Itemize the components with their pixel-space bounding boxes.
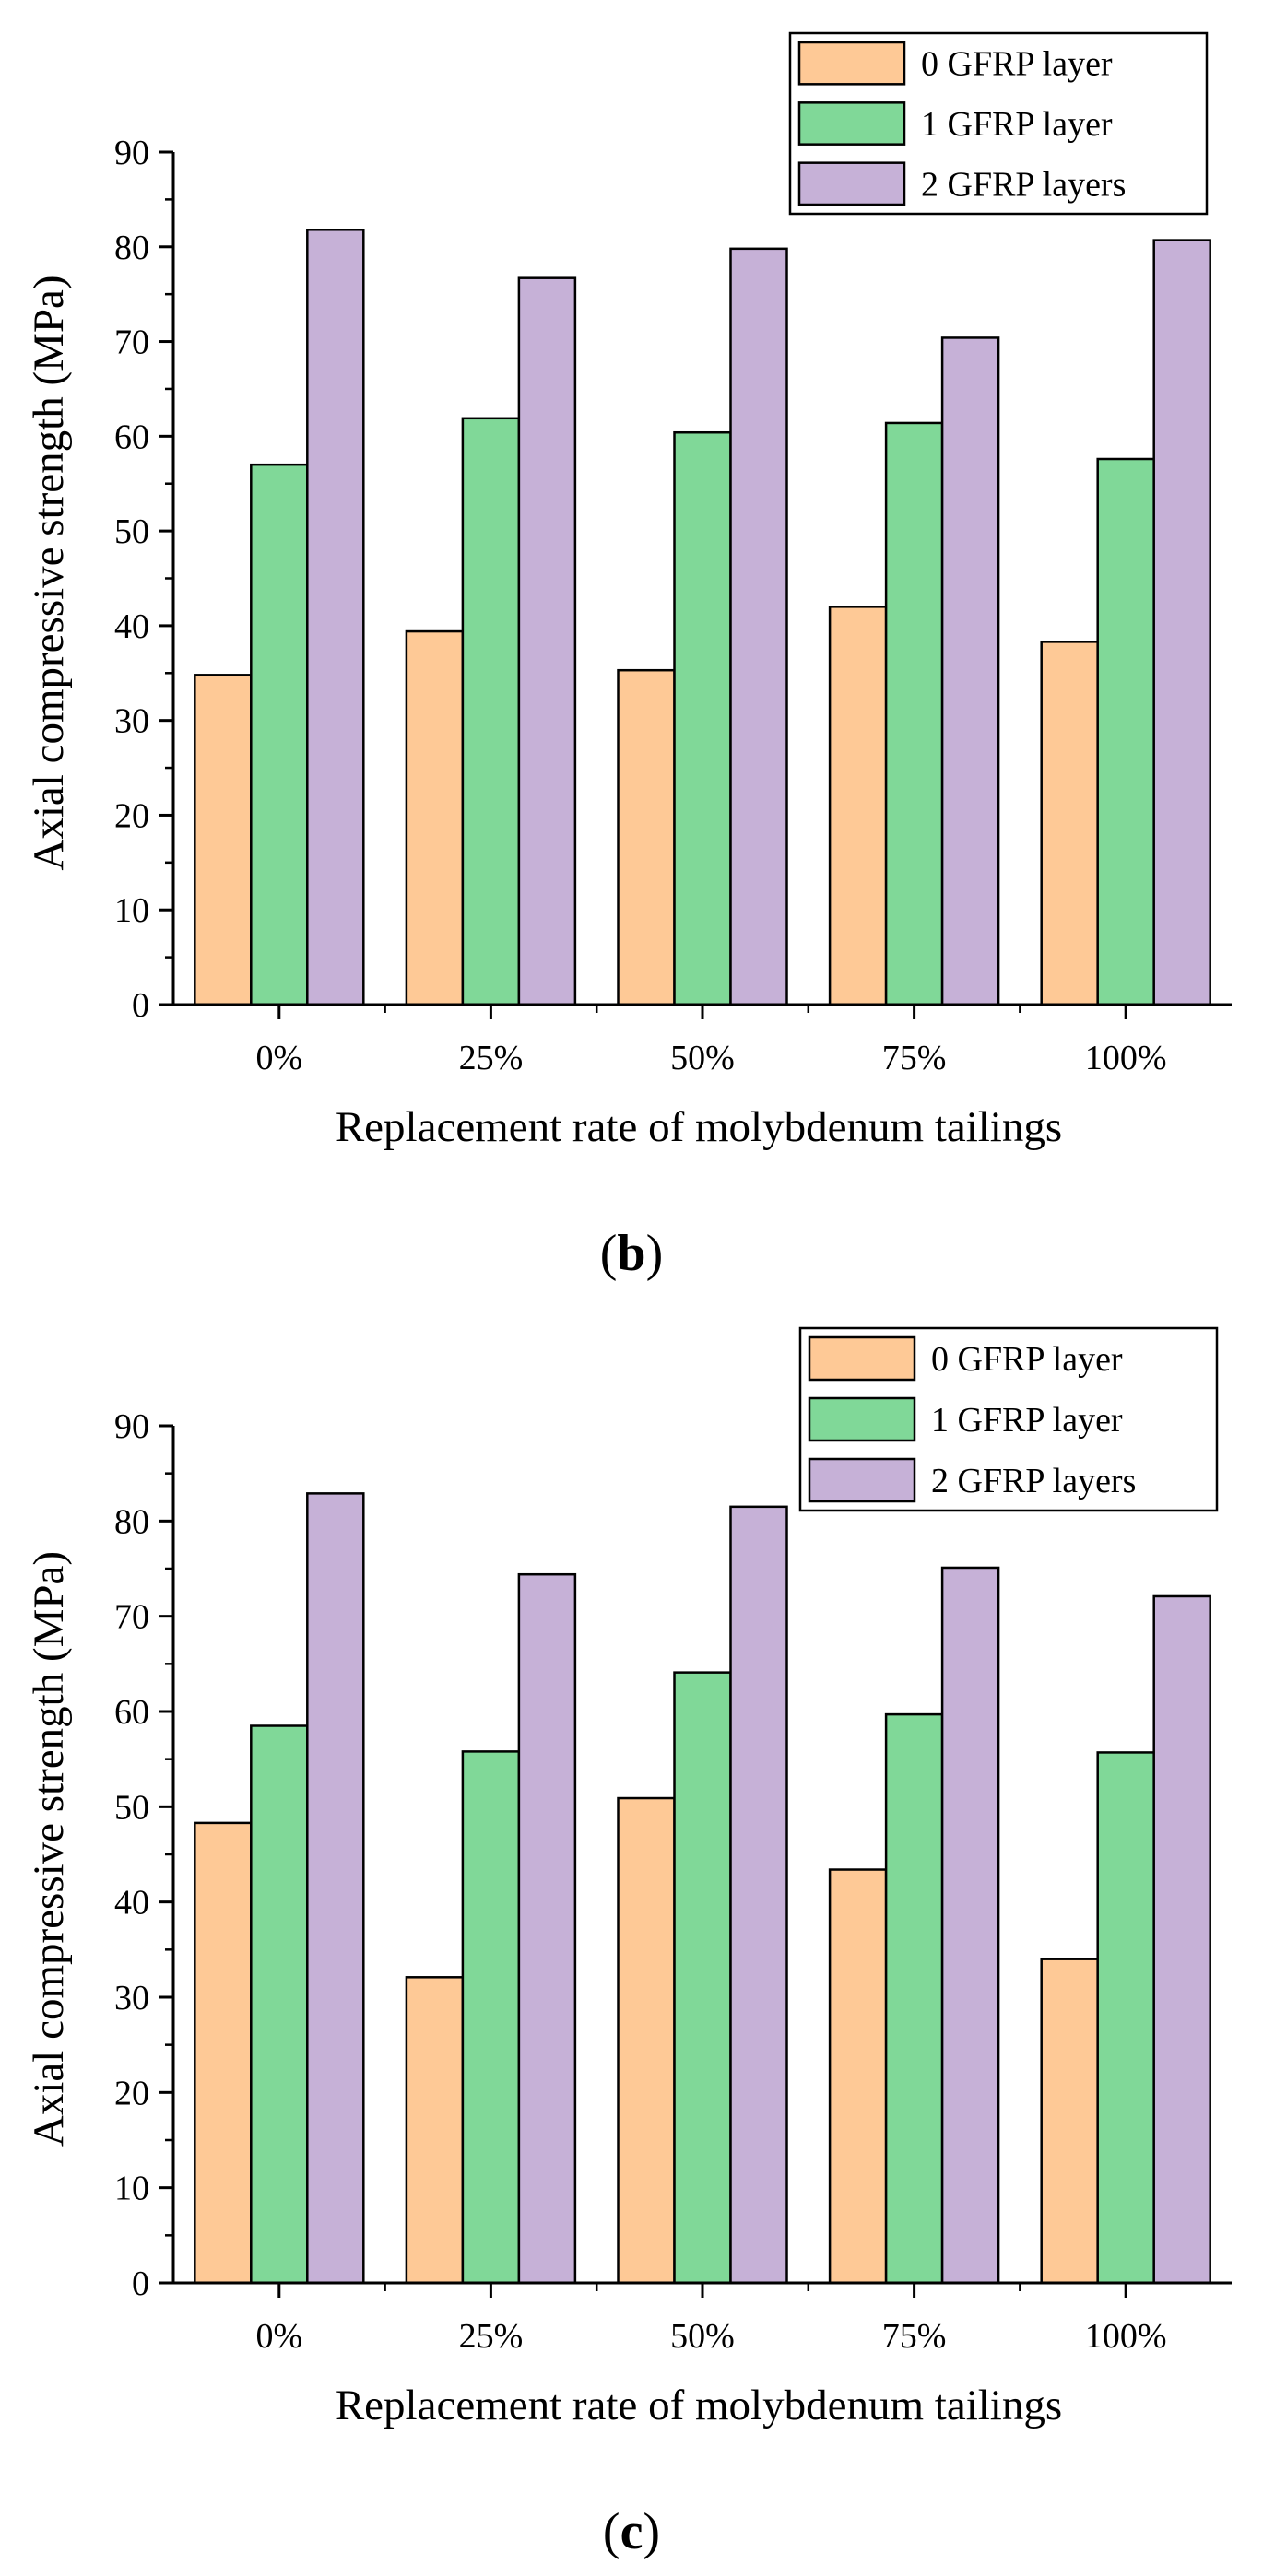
y-tick-label: 20 xyxy=(114,796,149,835)
bar-1-gfrp-layer-25pct xyxy=(461,1750,521,2285)
bar-0-gfrp-layer-100pct xyxy=(1040,641,1099,1006)
x-axis-title: Replacement rate of molybdenum tailings xyxy=(336,2382,1062,2429)
bar-1-gfrp-layer-50pct xyxy=(673,430,732,1006)
bar-1-gfrp-layer-25pct xyxy=(461,417,521,1006)
legend-label-1: 1 GFRP layer xyxy=(931,1401,1123,1440)
bar-0-gfrp-layer-75pct xyxy=(828,606,888,1006)
legend-swatch-1 xyxy=(808,1396,916,1442)
y-tick-label: 80 xyxy=(114,229,149,267)
bar-0-gfrp-layer-50pct xyxy=(617,1796,676,2285)
y-tick-label: 10 xyxy=(114,891,149,930)
bar-1-gfrp-layer-0pct xyxy=(250,1724,309,2285)
bar-1-gfrp-layer-100pct xyxy=(1096,457,1155,1006)
x-tick-label: 25% xyxy=(459,2317,524,2356)
legend-label-2: 2 GFRP layers xyxy=(921,165,1126,204)
legend: 0 GFRP layer 1 GFRP layer 2 GFRP layers xyxy=(798,1326,1219,1512)
chart-panel-c: 0 10 20 30 40 50 60 70 80 90 0% 25% 50% 75% 100% Replac… xyxy=(25,1326,1232,2560)
bar-2-gfrp-layers-50pct xyxy=(729,1505,788,2285)
x-tick-label: 25% xyxy=(459,1039,524,1077)
legend-label-1: 1 GFRP layer xyxy=(921,105,1113,144)
y-tick-label: 60 xyxy=(114,1693,149,1732)
bar-0-gfrp-layer-0pct xyxy=(194,1821,253,2285)
bar-0-gfrp-layer-0pct xyxy=(194,674,253,1006)
bar-1-gfrp-layer-50pct xyxy=(673,1671,732,2285)
legend-swatch-1 xyxy=(797,101,906,146)
legend: 0 GFRP layer 1 GFRP layer 2 GFRP layers xyxy=(788,31,1209,216)
y-tick-label: 0 xyxy=(132,986,149,1025)
bar-1-gfrp-layer-75pct xyxy=(884,421,944,1006)
bar-1-gfrp-layer-75pct xyxy=(884,1712,944,2285)
bar-2-gfrp-layers-25pct xyxy=(517,276,577,1006)
x-tick-label: 0% xyxy=(255,1039,302,1077)
bar-0-gfrp-layer-100pct xyxy=(1040,1958,1099,2285)
x-axis-title: Replacement rate of molybdenum tailings xyxy=(336,1103,1062,1151)
y-tick-label: 50 xyxy=(114,512,149,551)
bar-1-gfrp-layer-100pct xyxy=(1096,1751,1155,2285)
x-tick-label: 75% xyxy=(882,1039,947,1077)
y-tick-label: 40 xyxy=(114,1884,149,1923)
bar-0-gfrp-layer-25pct xyxy=(405,1976,465,2285)
bar-2-gfrp-layers-75pct xyxy=(940,1566,1000,2285)
bar-1-gfrp-layer-0pct xyxy=(250,463,309,1006)
panel-label: (c) xyxy=(603,2503,660,2560)
y-tick-label: 20 xyxy=(114,2074,149,2112)
x-tick-label: 100% xyxy=(1085,1039,1167,1077)
bar-2-gfrp-layers-50pct xyxy=(729,247,788,1006)
y-tick-label: 50 xyxy=(114,1788,149,1827)
x-tick-label: 75% xyxy=(882,2317,947,2356)
bar-0-gfrp-layer-25pct xyxy=(405,629,465,1006)
x-tick-label: 100% xyxy=(1085,2317,1167,2356)
x-tick-label: 0% xyxy=(255,2317,302,2356)
y-tick-label: 30 xyxy=(114,1979,149,2017)
y-tick-label: 90 xyxy=(114,134,149,172)
bar-2-gfrp-layers-75pct xyxy=(940,336,1000,1006)
bar-2-gfrp-layers-25pct xyxy=(517,1572,577,2285)
y-tick-label: 60 xyxy=(114,418,149,456)
y-tick-label: 90 xyxy=(114,1407,149,1446)
legend-swatch-2 xyxy=(808,1457,916,1503)
legend-label-0: 0 GFRP layer xyxy=(931,1340,1123,1379)
y-tick-label: 10 xyxy=(114,2170,149,2208)
y-axis-title: Axial compressive strength (MPa) xyxy=(25,1551,73,2147)
panel-label: (b) xyxy=(600,1225,663,1282)
bar-2-gfrp-layers-100pct xyxy=(1152,1594,1211,2285)
y-tick-label: 30 xyxy=(114,702,149,741)
legend-label-2: 2 GFRP layers xyxy=(931,1462,1136,1500)
y-tick-label: 70 xyxy=(114,1598,149,1637)
legend-label-0: 0 GFRP layer xyxy=(921,45,1113,84)
y-axis-title: Axial compressive strength (MPa) xyxy=(25,275,73,870)
bar-2-gfrp-layers-0pct xyxy=(306,1492,365,2285)
y-tick-label: 40 xyxy=(114,607,149,646)
legend-swatch-0 xyxy=(808,1335,916,1382)
x-tick-label: 50% xyxy=(670,2317,735,2356)
y-tick-label: 80 xyxy=(114,1502,149,1541)
bar-2-gfrp-layers-100pct xyxy=(1152,239,1211,1006)
legend-swatch-2 xyxy=(797,161,906,206)
bar-0-gfrp-layer-75pct xyxy=(828,1868,888,2285)
bar-2-gfrp-layers-0pct xyxy=(306,229,365,1006)
bar-0-gfrp-layer-50pct xyxy=(617,668,676,1006)
y-tick-label: 0 xyxy=(132,2264,149,2303)
y-tick-label: 70 xyxy=(114,323,149,362)
legend-swatch-0 xyxy=(797,41,906,86)
chart-panel-b: 0 10 20 30 40 50 60 70 80 90 0% 25% 50% 75% 100% Replac… xyxy=(25,31,1232,1282)
x-tick-label: 50% xyxy=(670,1039,735,1077)
